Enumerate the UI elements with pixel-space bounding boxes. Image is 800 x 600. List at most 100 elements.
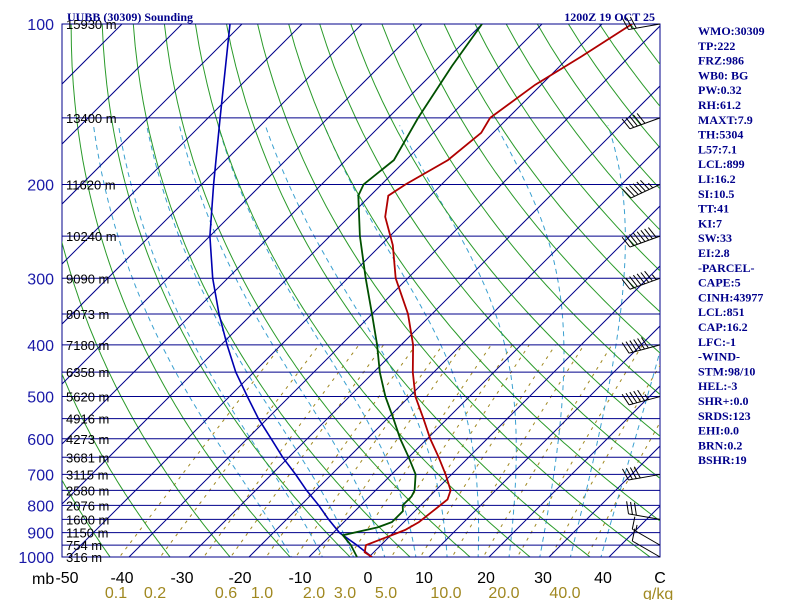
moist-adiabat: [264, 125, 448, 557]
parcel-trace: [209, 24, 373, 557]
wind-barb-feather: [637, 338, 645, 350]
pressure-unit-label: mb: [32, 571, 54, 588]
isotherm: [62, 24, 363, 325]
wind-barb-feather: [625, 341, 634, 353]
wind-barb-feather: [641, 337, 649, 349]
dry-adiabat: [443, 24, 660, 313]
isotherm: [188, 85, 660, 557]
wind-barb: [626, 501, 661, 520]
wind-barb-feather: [621, 342, 630, 354]
index-value: CAP:16.2: [698, 320, 748, 334]
temperature-trace: [363, 24, 633, 557]
wind-barb-feather: [636, 273, 646, 285]
index-value: WB0: BG: [698, 68, 748, 82]
wind-barb-feather: [629, 115, 638, 127]
wind-barb-feather: [621, 118, 631, 130]
pressure-label: 500: [27, 390, 54, 407]
wind-barb: [622, 466, 661, 481]
wind-barb-feather: [633, 339, 642, 351]
wind-barb: [631, 516, 661, 546]
wind-barb-staff: [632, 540, 661, 558]
pressure-label: 300: [27, 271, 54, 288]
profiles: [209, 24, 633, 557]
pressure-label: 100: [27, 17, 54, 34]
wind-barb-feather: [637, 389, 645, 401]
index-value: TH:5304: [698, 128, 743, 142]
height-label: 2580 m: [66, 483, 109, 498]
wind-barb-staff: [632, 528, 661, 546]
index-value: SW:33: [698, 231, 732, 245]
mixing-ratio-tick: 0.6: [215, 585, 237, 600]
mixing-ratio-tick: 0.2: [144, 585, 166, 600]
index-value: PW:0.32: [698, 83, 742, 97]
wind-barb-staff: [628, 513, 661, 520]
wind-barb-feather: [632, 274, 642, 286]
isotherm: [428, 325, 660, 557]
dry-adiabat: [163, 24, 471, 557]
moist-adiabat: [323, 125, 480, 557]
wind-barb-feather: [626, 501, 629, 514]
mixing-ratio-line: [586, 421, 660, 557]
temperature-tick: -50: [55, 570, 78, 587]
wind-barb-feather: [621, 188, 632, 199]
wind-barb-feather: [640, 272, 650, 283]
wind-barb-feather: [629, 276, 638, 287]
wind-barb-feather: [625, 235, 635, 246]
index-value: SRDS:123: [698, 409, 751, 423]
plot-frame: [61, 23, 661, 558]
index-value: BRN:0.2: [698, 438, 742, 452]
wind-barb-feather: [647, 227, 657, 238]
wind-barb-feather: [640, 179, 650, 190]
pressure-label: 700: [27, 467, 54, 484]
dry-adiabat: [132, 24, 411, 557]
wind-barb-feather: [629, 467, 637, 479]
wind-barb: [621, 389, 661, 406]
isotherm: [62, 24, 243, 205]
index-value: BSHR:19: [698, 453, 747, 467]
wind-barb-feather: [633, 466, 641, 479]
dry-adiabat: [381, 24, 660, 396]
isobars: [62, 23, 660, 558]
index-value: MAXT:7.9: [698, 113, 753, 127]
wind-barb-feather: [621, 236, 631, 248]
wind-barb: [621, 337, 661, 354]
mixing-ratio-tick: 40.0: [549, 585, 580, 600]
index-value: TP:222: [698, 39, 735, 53]
isotherm: [488, 385, 660, 557]
temperature-tick: -10: [288, 570, 311, 587]
height-label: 2076 m: [66, 498, 109, 513]
height-label: 10240 m: [66, 229, 117, 244]
wind-barb-half-feather: [648, 182, 654, 189]
wind-barb-feather: [625, 17, 633, 30]
mixing-ratio-line: [265, 344, 417, 557]
index-value: FRZ:986: [698, 54, 744, 68]
isotherm: [62, 24, 543, 505]
wind-barb-feather: [621, 394, 630, 406]
wind-barb-staff: [628, 396, 661, 406]
height-label: 4916 m: [66, 412, 109, 427]
temperature-tick: -30: [170, 570, 193, 587]
index-value: RH:61.2: [698, 98, 741, 112]
dry-adiabat: [288, 24, 660, 522]
wind-barb-feather: [644, 270, 653, 282]
index-value: LI:16.2: [698, 172, 736, 186]
wind-barb-feather: [625, 117, 635, 128]
temperature-tick: 30: [534, 570, 552, 587]
station-title: UUBB (30309) Sounding: [67, 10, 193, 24]
wind-barb-feather: [622, 18, 629, 30]
mixing-ratio-line: [372, 344, 513, 557]
isotherm: [548, 445, 660, 557]
isotherm: [128, 25, 660, 557]
temperature-tick: 0: [364, 570, 373, 587]
wind-barb-feather: [629, 16, 637, 29]
isotherm: [248, 145, 660, 557]
mixing-ratio-tick: 2.0: [303, 585, 325, 600]
wind-barb-feather: [633, 390, 642, 403]
wind-barb-feather: [629, 234, 638, 245]
pressure-label: 900: [27, 526, 54, 543]
wind-barb-feather: [629, 391, 638, 404]
mixing-ratio-tick: 1.0: [251, 585, 273, 600]
mixing-ratio-tick: 5.0: [375, 585, 397, 600]
index-value: KI:7: [698, 216, 722, 230]
